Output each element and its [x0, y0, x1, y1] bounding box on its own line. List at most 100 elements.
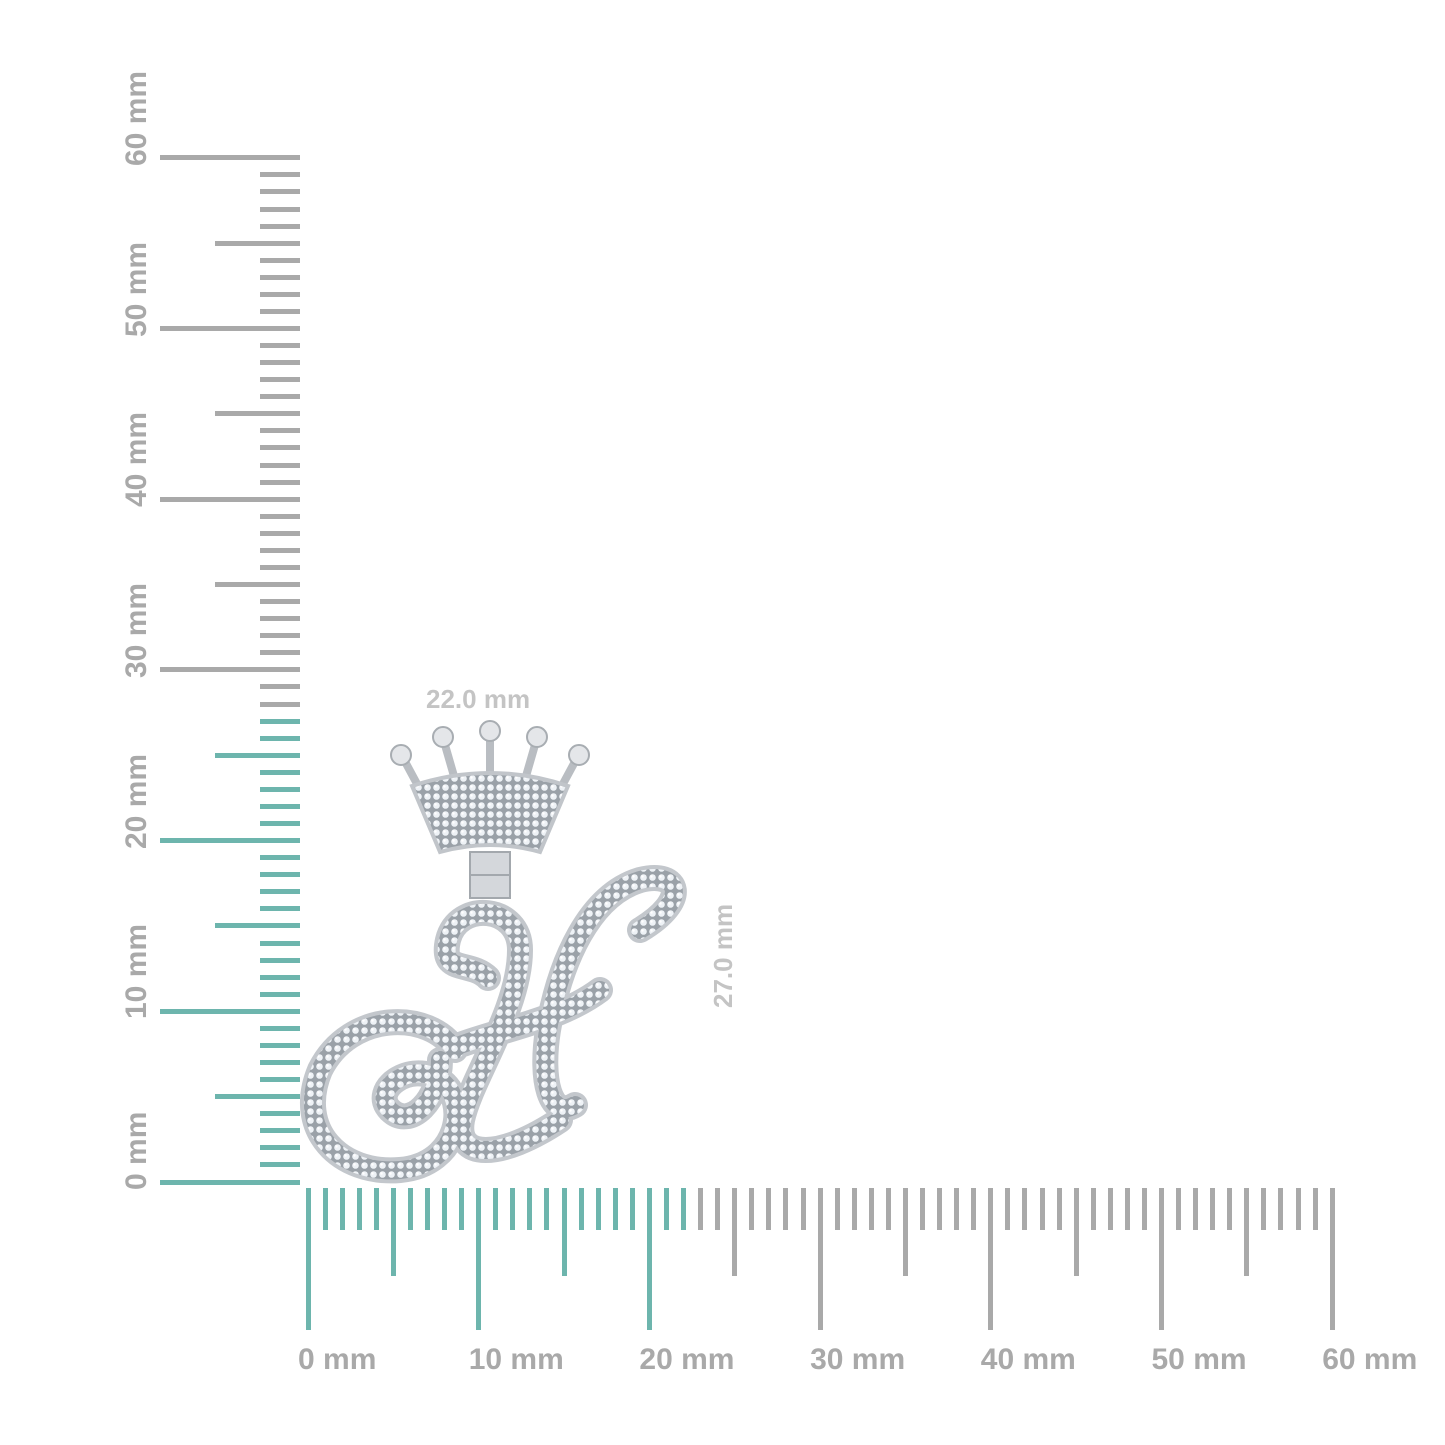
- v-tick-48: [260, 360, 300, 366]
- h-tick-40: [988, 1188, 994, 1330]
- h-tick-17: [595, 1188, 601, 1230]
- h-tick-3: [356, 1188, 362, 1230]
- v-tick-42: [260, 462, 300, 468]
- v-tick-39: [260, 513, 300, 519]
- v-tick-15: [215, 923, 300, 929]
- v-tick-29: [260, 684, 300, 690]
- width-dimension-label: 22.0 mm: [426, 684, 531, 714]
- h-tick-16: [578, 1188, 584, 1230]
- v-tick-34: [260, 599, 300, 605]
- h-tick-6: [407, 1188, 413, 1230]
- v-tick-13: [260, 957, 300, 963]
- v-tick-27: [260, 718, 300, 724]
- h-tick-48: [1124, 1188, 1130, 1230]
- h-tick-14: [544, 1188, 550, 1230]
- v-tick-40: [160, 496, 300, 502]
- h-tick-35: [902, 1188, 908, 1276]
- v-tick-53: [260, 274, 300, 280]
- h-tick-30: [817, 1188, 823, 1330]
- h-tick-23: [698, 1188, 704, 1230]
- h-tick-18: [612, 1188, 618, 1230]
- v-tick-56: [260, 223, 300, 229]
- h-tick-1: [322, 1188, 328, 1230]
- h-label-50: 50 mm: [1151, 1343, 1247, 1376]
- h-tick-60: [1329, 1188, 1335, 1330]
- v-tick-38: [260, 530, 300, 536]
- v-tick-1: [260, 1162, 300, 1168]
- h-tick-59: [1312, 1188, 1318, 1230]
- h-tick-54: [1227, 1188, 1233, 1230]
- v-tick-22: [260, 803, 300, 809]
- v-tick-9: [260, 1025, 300, 1031]
- v-tick-59: [260, 172, 300, 178]
- h-tick-47: [1107, 1188, 1113, 1230]
- h-tick-53: [1210, 1188, 1216, 1230]
- v-tick-14: [260, 940, 300, 946]
- v-tick-8: [260, 1042, 300, 1048]
- h-tick-36: [920, 1188, 926, 1230]
- h-tick-50: [1159, 1188, 1164, 1330]
- v-tick-6: [260, 1077, 300, 1083]
- h-tick-4: [373, 1188, 379, 1230]
- h-tick-8: [442, 1188, 448, 1230]
- h-tick-15: [561, 1188, 567, 1276]
- h-tick-55: [1244, 1188, 1250, 1276]
- v-tick-16: [260, 906, 300, 912]
- h-tick-51: [1176, 1188, 1182, 1230]
- h-tick-11: [493, 1188, 499, 1230]
- h-tick-52: [1193, 1188, 1199, 1230]
- v-tick-51: [260, 308, 300, 314]
- v-tick-36: [260, 564, 300, 570]
- h-tick-12: [510, 1188, 516, 1230]
- v-tick-24: [260, 769, 300, 775]
- h-tick-7: [424, 1188, 430, 1230]
- v-tick-4: [260, 1111, 300, 1117]
- h-tick-33: [868, 1188, 874, 1230]
- h-tick-19: [629, 1188, 635, 1230]
- h-tick-31: [834, 1188, 840, 1230]
- h-tick-39: [971, 1188, 977, 1230]
- v-tick-20: [160, 838, 300, 844]
- v-tick-17: [260, 889, 300, 895]
- h-tick-44: [1056, 1188, 1062, 1230]
- h-tick-56: [1261, 1188, 1267, 1230]
- v-tick-21: [260, 821, 300, 827]
- v-tick-54: [260, 257, 300, 263]
- h-tick-29: [800, 1188, 806, 1230]
- h-tick-25: [732, 1188, 738, 1276]
- h-label-0: 0 mm: [298, 1343, 377, 1376]
- v-tick-50: [160, 326, 300, 331]
- h-tick-28: [783, 1188, 789, 1230]
- v-tick-32: [260, 633, 300, 639]
- v-tick-18: [260, 872, 300, 878]
- v-tick-33: [260, 616, 300, 622]
- v-tick-47: [260, 377, 300, 383]
- height-dimension-label: 27.0 mm: [708, 903, 738, 1008]
- v-tick-19: [260, 855, 300, 861]
- v-tick-5: [215, 1094, 300, 1100]
- h-tick-58: [1295, 1188, 1301, 1230]
- crown-icon: [390, 720, 590, 899]
- v-tick-45: [215, 411, 300, 417]
- h-tick-42: [1022, 1188, 1028, 1230]
- h-tick-21: [663, 1188, 669, 1230]
- h-tick-24: [715, 1188, 721, 1230]
- h-tick-41: [1005, 1188, 1011, 1230]
- v-tick-31: [260, 650, 300, 656]
- h-tick-5: [390, 1188, 396, 1276]
- v-tick-60: [160, 155, 300, 161]
- h-tick-9: [459, 1188, 465, 1230]
- h-tick-0: [305, 1188, 311, 1330]
- v-tick-25: [215, 752, 300, 758]
- h-tick-20: [646, 1188, 652, 1330]
- v-tick-0: [160, 1179, 300, 1185]
- v-tick-46: [260, 394, 300, 400]
- h-label-40: 40 mm: [980, 1343, 1076, 1376]
- h-tick-38: [954, 1188, 960, 1230]
- v-tick-3: [260, 1128, 300, 1134]
- h-label-30: 30 mm: [810, 1343, 906, 1376]
- v-tick-55: [215, 240, 300, 246]
- v-tick-2: [260, 1145, 300, 1151]
